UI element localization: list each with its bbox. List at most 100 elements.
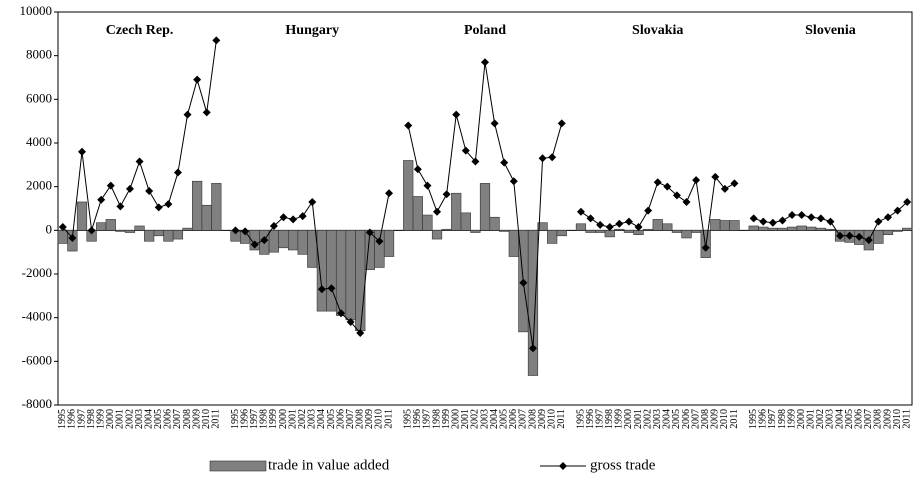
- marker: [864, 236, 873, 245]
- marker: [644, 206, 653, 215]
- marker: [596, 220, 605, 229]
- x-tick-label: 1998: [431, 409, 442, 429]
- bar: [163, 230, 174, 242]
- marker: [845, 231, 854, 240]
- x-tick-label: 2009: [710, 409, 721, 429]
- bar: [182, 227, 193, 231]
- group-label: Poland: [464, 23, 506, 38]
- marker: [241, 227, 250, 236]
- bar: [643, 228, 654, 231]
- bar: [604, 230, 615, 238]
- x-tick-label: 2007: [863, 409, 874, 429]
- x-tick-label: 2005: [153, 409, 164, 429]
- x-tick-label: 1995: [748, 409, 759, 429]
- x-tick-label: 2004: [662, 409, 673, 429]
- x-tick-label: 2003: [307, 409, 318, 429]
- legend-label: gross trade: [590, 457, 656, 473]
- marker: [576, 207, 585, 216]
- marker: [365, 228, 374, 237]
- bar: [57, 230, 68, 244]
- bar: [278, 230, 289, 249]
- x-tick-label: 2006: [335, 409, 346, 429]
- x-tick-label: 2005: [498, 409, 509, 429]
- bar: [729, 220, 740, 231]
- x-tick-label: 2003: [134, 409, 145, 429]
- bar: [479, 183, 491, 231]
- x-tick-label: 2008: [182, 409, 193, 429]
- x-tick-label: 2011: [556, 409, 567, 429]
- bar: [681, 230, 692, 239]
- bar: [124, 230, 136, 233]
- marker: [413, 165, 422, 174]
- marker: [701, 243, 710, 252]
- x-tick-label: 2007: [172, 409, 183, 429]
- bar: [662, 223, 673, 231]
- bar: [134, 225, 145, 231]
- marker: [682, 197, 691, 206]
- marker: [250, 240, 259, 249]
- bar: [892, 230, 903, 232]
- bar: [710, 219, 721, 231]
- bar: [758, 226, 769, 231]
- marker: [164, 200, 173, 209]
- bar: [403, 160, 414, 231]
- x-tick-label: 2011: [383, 409, 394, 429]
- bar: [547, 230, 558, 244]
- marker: [797, 211, 806, 220]
- marker: [788, 211, 797, 220]
- bar: [595, 230, 606, 233]
- marker: [308, 197, 317, 206]
- x-tick-label: 2006: [854, 409, 865, 429]
- y-tick-label: -4000: [22, 309, 52, 324]
- marker: [692, 176, 701, 185]
- x-tick-label: 1995: [57, 409, 68, 429]
- x-tick-label: 1998: [86, 409, 97, 429]
- marker: [519, 278, 528, 287]
- x-tick-label: 1998: [604, 409, 615, 429]
- x-tick-label: 2002: [297, 409, 308, 429]
- bar: [211, 183, 222, 231]
- bar: [460, 212, 471, 231]
- marker: [375, 237, 384, 246]
- x-tick-label: 2008: [527, 409, 538, 429]
- bar: [374, 230, 385, 268]
- marker: [836, 231, 845, 240]
- bar: [105, 219, 116, 231]
- y-tick-label: 4000: [26, 134, 52, 149]
- bar: [268, 230, 279, 253]
- marker: [884, 213, 893, 222]
- marker: [711, 172, 720, 181]
- x-tick-label: 2003: [479, 409, 490, 429]
- bar: [76, 201, 88, 231]
- x-tick-label: 1997: [422, 409, 433, 429]
- marker: [68, 233, 77, 242]
- x-tick-label: 1999: [786, 409, 797, 429]
- bar: [575, 223, 587, 231]
- bar: [796, 225, 807, 231]
- bar: [585, 230, 596, 233]
- x-tick-label: 2011: [729, 409, 740, 429]
- bar: [412, 196, 423, 231]
- marker: [173, 168, 182, 177]
- bar: [431, 230, 443, 240]
- bar: [489, 216, 500, 231]
- x-tick-label: 2000: [451, 409, 462, 429]
- x-tick-label: 2007: [345, 409, 356, 429]
- bar: [297, 230, 308, 255]
- line: [580, 175, 735, 248]
- legend-marker: [559, 462, 567, 470]
- bar: [192, 180, 203, 231]
- bar: [201, 204, 212, 231]
- marker: [356, 328, 365, 337]
- marker: [481, 58, 489, 67]
- x-tick-label: 2009: [364, 409, 375, 429]
- marker: [106, 181, 115, 190]
- marker: [730, 179, 739, 188]
- x-tick-label: 2002: [124, 409, 135, 429]
- x-tick-label: 1996: [412, 409, 423, 429]
- bar: [335, 230, 347, 316]
- marker: [538, 154, 547, 163]
- x-tick-label: 1999: [95, 409, 106, 429]
- marker: [289, 215, 298, 224]
- bar: [537, 222, 548, 231]
